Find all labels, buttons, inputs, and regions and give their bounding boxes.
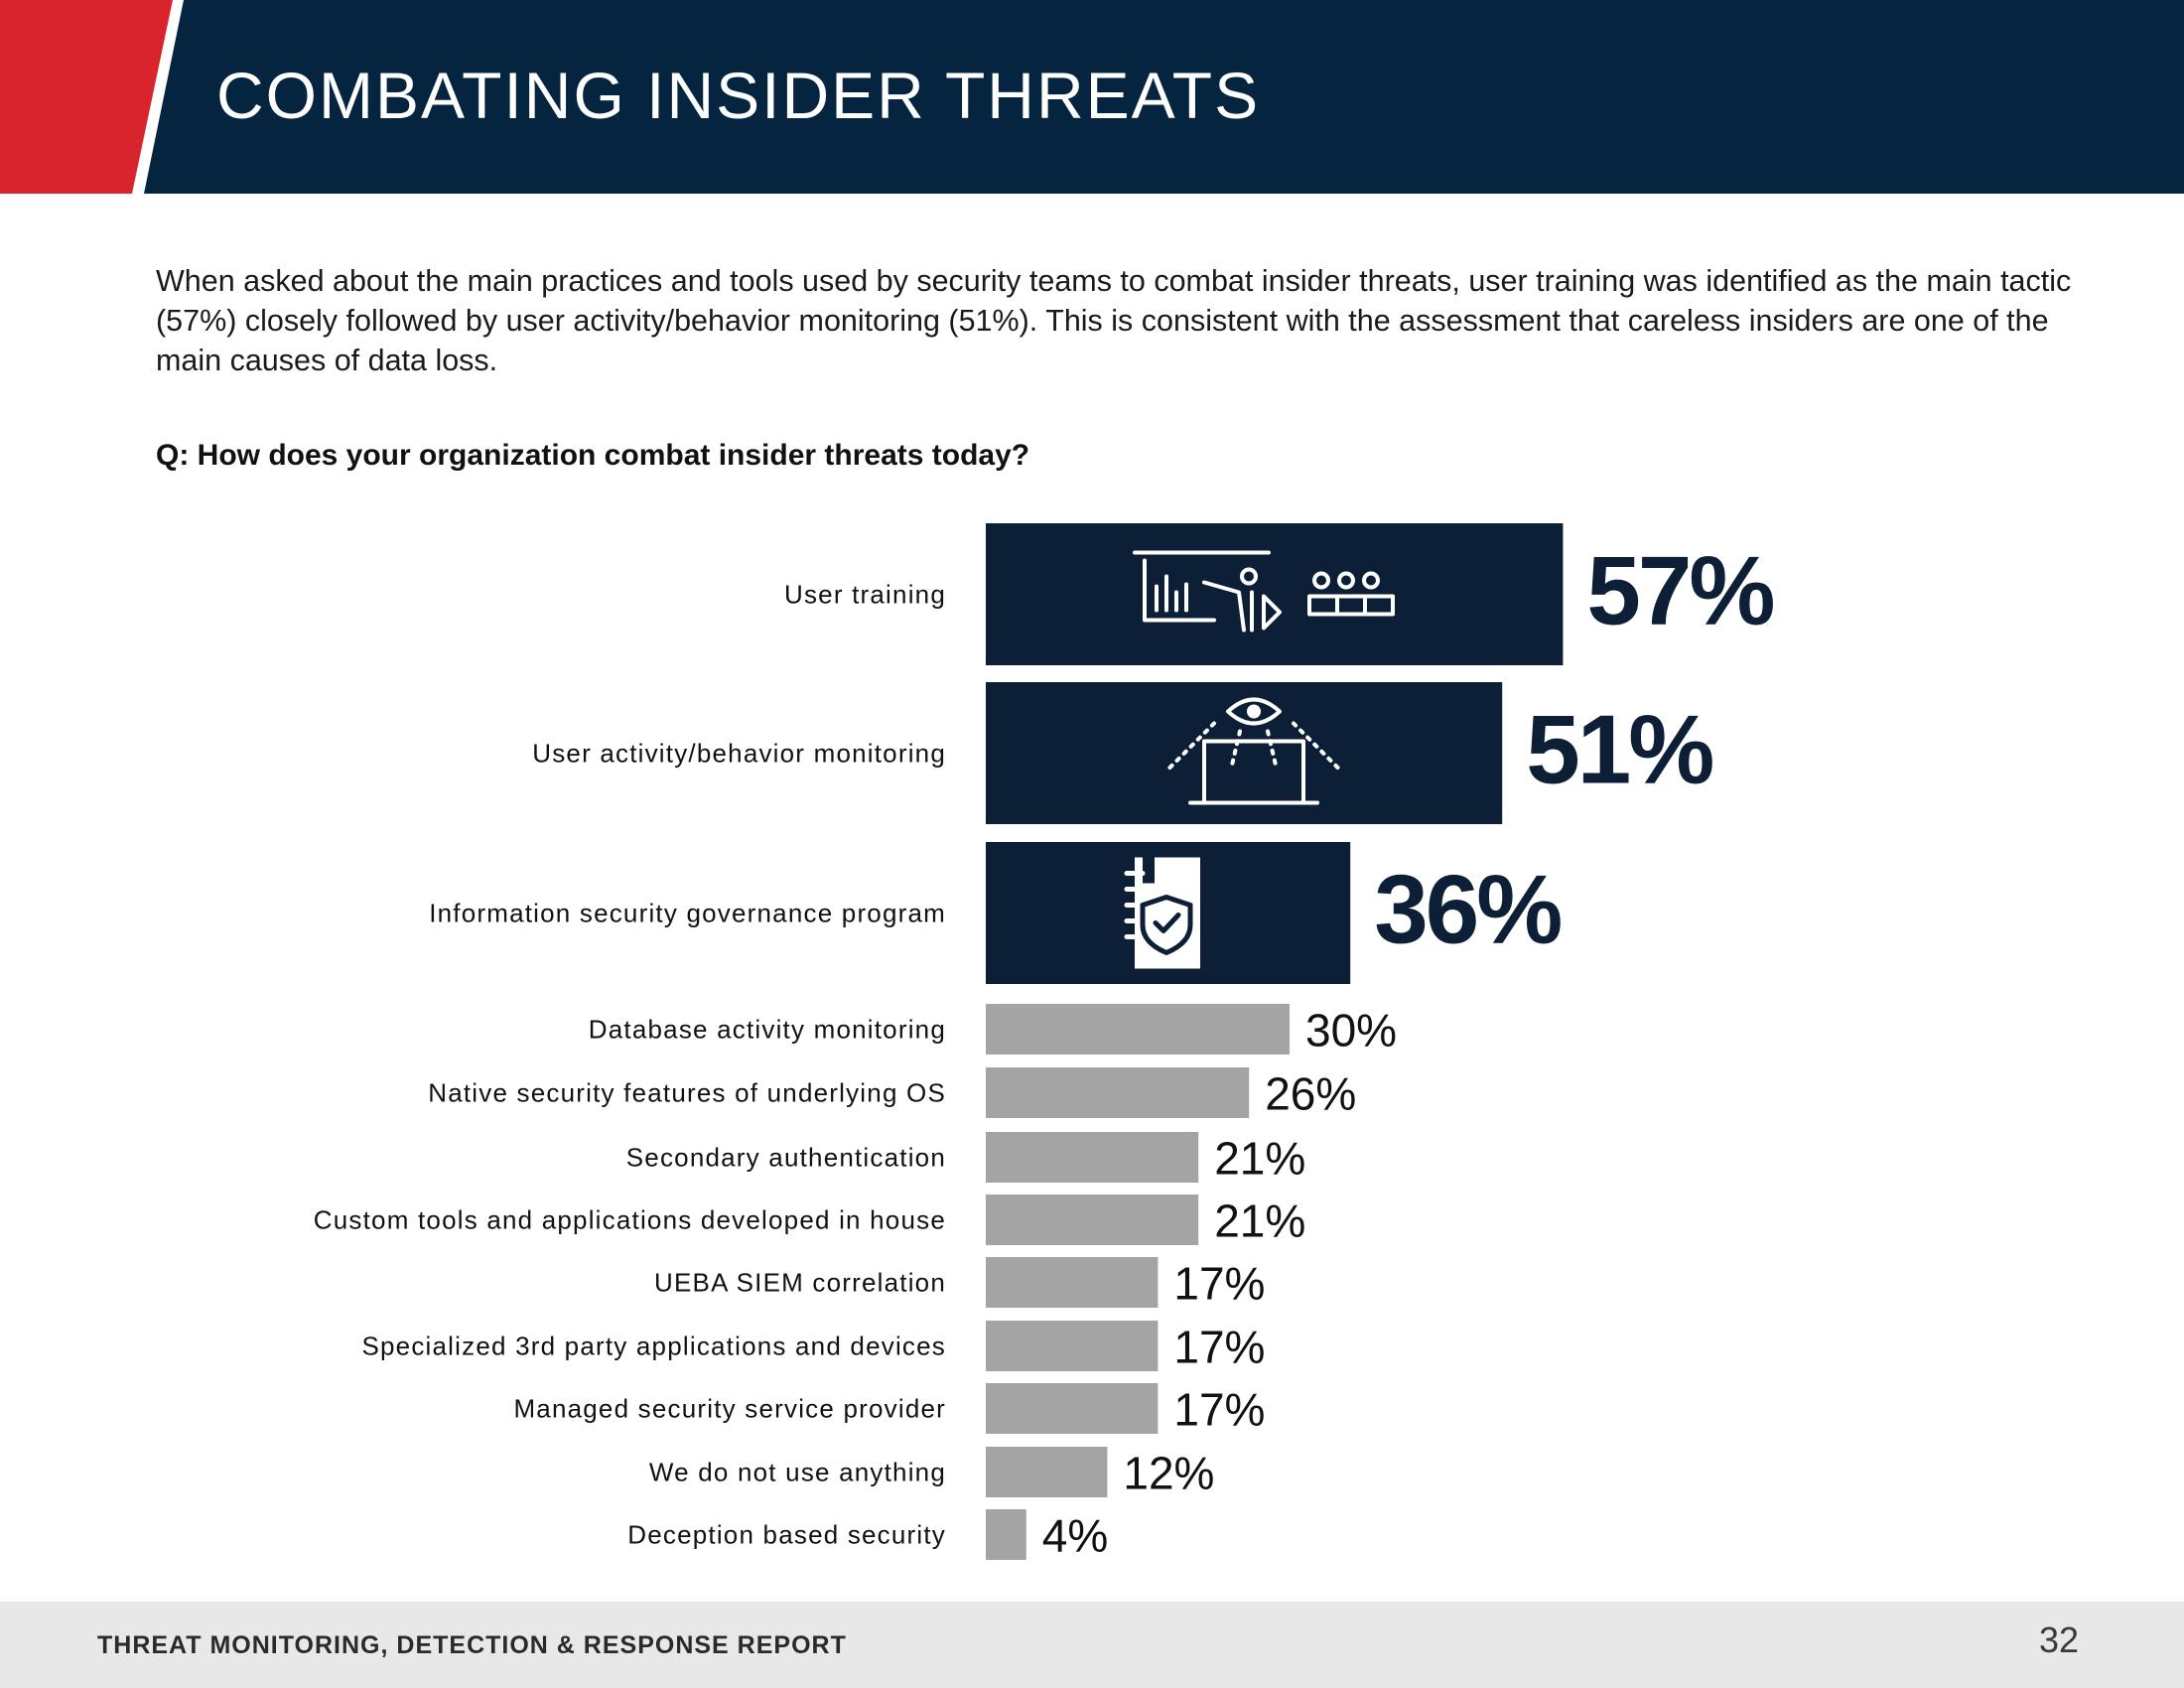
- bar: [986, 1383, 1159, 1434]
- bar-value-label: 17%: [1173, 1322, 1265, 1373]
- header-band: COMBATING INSIDER THREATS: [0, 0, 2184, 194]
- bar: [986, 1004, 1290, 1055]
- intro-paragraph: When asked about the main practices and …: [156, 264, 2072, 377]
- bar-category-label: Specialized 3rd party applications and d…: [361, 1332, 946, 1361]
- bar-category-label: User training: [784, 580, 946, 610]
- training-presentation-icon: [1133, 550, 1395, 633]
- bar-value-label: 51%: [1526, 695, 1712, 804]
- bar-category-label: We do not use anything: [649, 1458, 946, 1487]
- eye-monitoring-laptop-icon: [1164, 697, 1343, 805]
- bar: [986, 523, 1564, 665]
- bar-value-label: 36%: [1374, 855, 1561, 964]
- bar-category-label: Custom tools and applications developed …: [314, 1205, 946, 1235]
- bar-value-label: 12%: [1123, 1448, 1214, 1499]
- bar-category-label: Secondary authentication: [626, 1143, 946, 1173]
- bar-value-label: 17%: [1173, 1258, 1265, 1310]
- bar: [986, 682, 1503, 824]
- bar-value-label: 4%: [1042, 1510, 1108, 1562]
- bar-value-label: 57%: [1586, 536, 1773, 645]
- bar-category-label: Deception based security: [627, 1520, 946, 1550]
- shield-document-icon: [1124, 853, 1200, 969]
- bar-category-label: User activity/behavior monitoring: [532, 739, 946, 769]
- footer: THREAT MONITORING, DETECTION & RESPONSE …: [0, 1602, 2184, 1688]
- bar-value-label: 21%: [1214, 1196, 1305, 1247]
- page-title: COMBATING INSIDER THREATS: [216, 59, 1261, 132]
- bar: [986, 1132, 1199, 1183]
- chart-question: Q: How does your organization combat ins…: [156, 439, 1030, 472]
- footer-title: THREAT MONITORING, DETECTION & RESPONSE …: [97, 1631, 847, 1659]
- bar: [986, 1067, 1250, 1118]
- bar: [986, 1447, 1108, 1497]
- bar-category-label: Native security features of underlying O…: [428, 1078, 946, 1108]
- bar: [986, 1321, 1159, 1371]
- bar-category-label: UEBA SIEM correlation: [654, 1268, 946, 1298]
- bar-category-label: Managed security service provider: [513, 1394, 946, 1424]
- bar-category-label: Database activity monitoring: [589, 1015, 946, 1045]
- bar-category-label: Information security governance program: [429, 899, 946, 928]
- page-number: 32: [2039, 1619, 2080, 1660]
- bar-value-label: 17%: [1173, 1384, 1265, 1436]
- bar: [986, 1257, 1159, 1308]
- bar: [986, 1509, 1026, 1560]
- bar-value-label: 21%: [1214, 1133, 1305, 1185]
- bar-value-label: 30%: [1305, 1005, 1397, 1056]
- bar: [986, 1195, 1199, 1245]
- bar-value-label: 26%: [1265, 1068, 1356, 1120]
